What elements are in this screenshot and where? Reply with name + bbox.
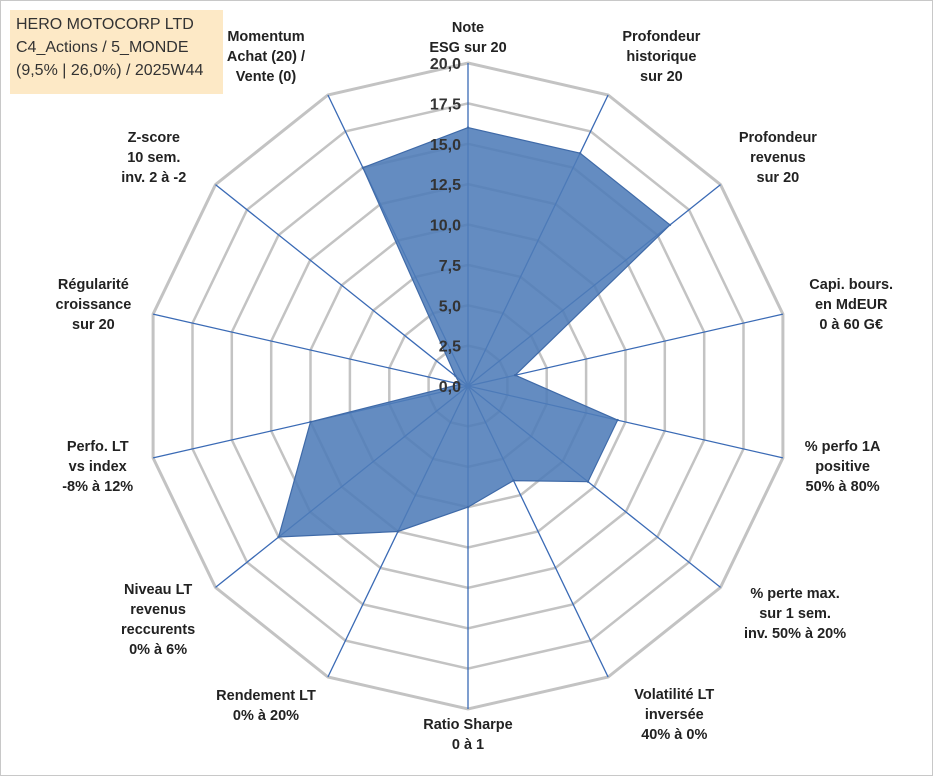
- axis-label: Note ESG sur 20: [422, 18, 514, 58]
- axis-label-line: Régularité: [57, 276, 129, 293]
- tick-label: 17,5: [430, 96, 461, 113]
- axis-label-line: Momentum: [227, 29, 305, 46]
- axis-label: % perfo 1A positive 50% à 80%: [797, 437, 889, 497]
- data-point: [458, 383, 462, 386]
- axis-label-line: inv. 2 à -2: [121, 170, 187, 187]
- axis-label-line: 0% à 6%: [129, 641, 188, 658]
- data-point: [277, 535, 280, 539]
- data-point: [454, 374, 457, 378]
- axis-label-line: sur 20: [756, 170, 800, 187]
- data-point: [578, 152, 582, 155]
- axis-label-line: Niveau LT: [123, 581, 193, 598]
- title-parameters: (9,5% | 26,0%) / 2025W44: [16, 62, 204, 79]
- axis-label: Profondeur historique sur 20: [615, 27, 707, 87]
- axis-label: Perfo. LT vs index -8% à 12%: [56, 437, 139, 497]
- axis-label-line: croissance: [55, 296, 132, 313]
- axis-label-line: sur 20: [640, 69, 683, 86]
- axis-label: % perte max. sur 1 sem. inv. 50% à 20%: [732, 584, 858, 644]
- axis-label-line: ESG sur 20: [429, 40, 507, 56]
- data-point: [512, 479, 515, 482]
- data-point: [514, 374, 517, 377]
- axis-label: Rendement LT 0% à 20%: [211, 686, 320, 726]
- data-point: [466, 126, 470, 129]
- axis-label-line: 0 à 1: [451, 737, 485, 753]
- tick-label: 7,5: [439, 258, 461, 275]
- axis-label-line: Ratio Sharpe: [423, 717, 513, 733]
- axis-label: Z-score 10 sem. inv. 2 à -2: [104, 128, 205, 188]
- axis-label-line: Capi. bours.: [809, 276, 894, 293]
- axis-spoke: [215, 184, 469, 387]
- title-company: HERO MOTOCORP LTD: [16, 16, 194, 33]
- axis-label-line: 40% à 0%: [641, 726, 708, 743]
- axis-label-line: 0% à 20%: [232, 707, 300, 724]
- axis-label-line: Note: [451, 20, 485, 36]
- data-point: [586, 480, 590, 483]
- axis-label-line: Profondeur: [738, 130, 817, 147]
- axis-spoke: [152, 313, 469, 387]
- axis-label: Profondeur revenus sur 20: [732, 128, 824, 188]
- axis-label-line: en MdEUR: [814, 296, 888, 313]
- axis-label-line: % perfo 1A: [804, 439, 881, 456]
- axis-label: Capi. bours. en MdEUR 0 à 60 G€: [797, 275, 906, 335]
- tick-label: 5,0: [439, 298, 461, 315]
- axis-label: Momentum Achat (20) / Vente (0): [211, 27, 320, 87]
- axis-label-line: 50% à 80%: [805, 479, 880, 496]
- tick-label: 12,5: [430, 177, 461, 194]
- axis-label-line: sur 20: [72, 316, 115, 333]
- axis-label-line: Perfo. LT: [66, 439, 129, 456]
- axis-label-line: historique: [626, 49, 697, 66]
- axis-label: Niveau LT revenus reccurents 0% à 6%: [112, 580, 204, 660]
- axis-label-line: 10 sem.: [127, 150, 181, 167]
- axis-label-line: revenus: [130, 601, 186, 618]
- tick-layer: 0,0 2,5 5,0 7,5 10,0 12,5 15,0 17,5 20,0: [430, 56, 461, 396]
- axis-label: Ratio Sharpe 0 à 1: [413, 715, 522, 755]
- data-point: [361, 166, 365, 169]
- data-point: [396, 530, 400, 533]
- data-point: [616, 418, 619, 422]
- title-box: HERO MOTOCORP LTD C4_Actions / 5_MONDE (…: [10, 10, 223, 94]
- series-layer: [277, 126, 672, 539]
- axis-label: Volatilité LT inversée 40% à 0%: [615, 685, 733, 745]
- axis-label: Régularité croissance sur 20: [47, 275, 139, 335]
- axis-label-line: Volatilité LT: [634, 686, 715, 703]
- axis-label-line: Profondeur: [622, 29, 701, 46]
- axis-label-line: inv. 50% à 20%: [744, 625, 847, 642]
- title-category: C4_Actions / 5_MONDE: [16, 39, 189, 56]
- axis-label-line: positive: [815, 459, 870, 476]
- axis-label-line: sur 1 sem.: [759, 605, 831, 622]
- axis-label-line: 0 à 60 G€: [819, 316, 884, 333]
- tick-label: 15,0: [430, 137, 461, 154]
- data-point: [668, 223, 672, 227]
- data-point: [309, 420, 312, 424]
- tick-label: 2,5: [439, 339, 461, 356]
- tick-label: 20,0: [430, 56, 461, 73]
- axis-label-line: Achat (20) /: [226, 49, 306, 66]
- tick-label: 10,0: [430, 218, 461, 235]
- axis-label-line: Vente (0): [235, 69, 297, 86]
- axis-label-line: Rendement LT: [216, 687, 316, 704]
- axis-label-line: Z-score: [127, 130, 180, 147]
- tick-label: 0,0: [439, 379, 461, 396]
- axis-label-line: vs index: [68, 459, 127, 476]
- axis-label-line: % perte max.: [750, 585, 840, 602]
- axis-label-line: revenus: [750, 150, 806, 167]
- axis-label-line: reccurents: [121, 621, 196, 638]
- axis-label-line: -8% à 12%: [62, 479, 134, 496]
- data-point: [466, 505, 470, 509]
- axis-spoke: [467, 313, 784, 387]
- axis-label-line: inversée: [644, 706, 704, 723]
